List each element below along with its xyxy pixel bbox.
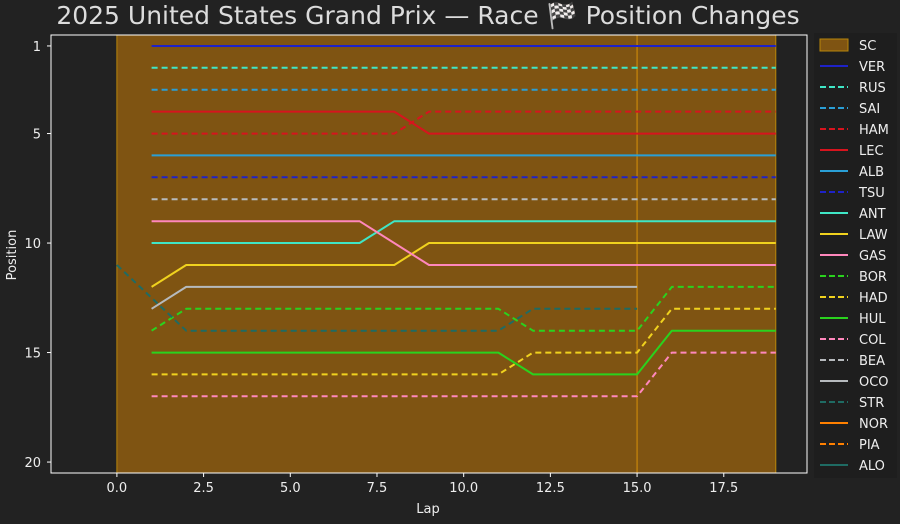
legend-label-sai: SAI xyxy=(859,102,880,117)
legend-label-oco: OCO xyxy=(859,375,889,390)
series-line-bor xyxy=(151,285,776,332)
series-line-had xyxy=(151,307,776,376)
legend-label-ver: VER xyxy=(859,60,885,75)
y-tick-label: 1 xyxy=(33,40,41,55)
series-line-gas xyxy=(151,220,776,266)
legend-label-sc: SC xyxy=(859,39,876,54)
series-line-law xyxy=(151,242,776,288)
y-tick-label: 20 xyxy=(24,456,41,471)
legend-label-col: COL xyxy=(859,333,886,348)
legend-label-rus: RUS xyxy=(859,81,886,96)
x-tick-label: 12.5 xyxy=(536,481,565,496)
legend-label-alo: ALO xyxy=(859,459,885,474)
legend-label-str: STR xyxy=(859,396,884,411)
legend-label-pia: PIA xyxy=(859,438,880,453)
y-tick-label: 5 xyxy=(33,128,41,143)
legend-label-ant: ANT xyxy=(859,207,886,222)
x-tick-label: 2.5 xyxy=(193,481,214,496)
legend-label-bea: BEA xyxy=(859,354,885,369)
y-tick-label: 10 xyxy=(24,237,41,252)
series-line-hul xyxy=(151,329,776,376)
x-tick-label: 17.5 xyxy=(709,481,738,496)
legend-label-ham: HAM xyxy=(859,123,889,138)
legend-label-alb: ALB xyxy=(859,165,884,180)
sc-band xyxy=(116,34,777,474)
legend-label-hul: HUL xyxy=(859,312,886,327)
x-tick-label: 5.0 xyxy=(280,481,301,496)
series-line-oco xyxy=(151,285,638,310)
legend-label-had: HAD xyxy=(859,291,888,306)
legend-swatch-sc xyxy=(819,38,849,52)
axes-frame xyxy=(50,34,808,474)
legend-label-lec: LEC xyxy=(859,144,884,159)
y-tick-label: 15 xyxy=(24,347,41,362)
x-axis-label: Lap xyxy=(416,502,439,517)
series-line-str xyxy=(116,264,638,332)
legend-label-nor: NOR xyxy=(859,417,888,432)
legend-label-tsu: TSU xyxy=(858,186,885,201)
x-tick-label: 10.0 xyxy=(449,481,478,496)
legend-label-law: LAW xyxy=(859,228,888,243)
series-line-lec xyxy=(151,110,776,135)
x-tick-label: 0.0 xyxy=(107,481,128,496)
series-line-col xyxy=(151,351,776,398)
legend-label-bor: BOR xyxy=(859,270,887,285)
legend: SC VER RUS SAI HAM LEC ALB TSU ANT LAW GAS BOR HAD HU… xyxy=(814,33,897,478)
chart-title: 2025 United States Grand Prix — Race 🏁 P… xyxy=(56,1,799,30)
x-tick-label: 15.0 xyxy=(623,481,652,496)
legend-label-gas: GAS xyxy=(859,249,886,264)
x-tick-label: 7.5 xyxy=(367,481,388,496)
y-axis-label: Position xyxy=(5,230,20,281)
